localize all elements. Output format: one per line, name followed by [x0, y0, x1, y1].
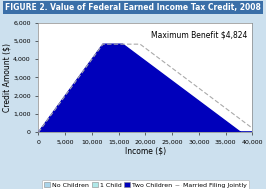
Text: Maximum Benefit $438: Maximum Benefit $438 [89, 110, 178, 119]
Polygon shape [38, 124, 252, 132]
Text: Maximum Benefit $2,917: Maximum Benefit $2,917 [84, 72, 191, 81]
Y-axis label: Credit Amount ($): Credit Amount ($) [3, 43, 12, 112]
Text: FIGURE 2. Value of Federal Earned Income Tax Credit, 2008: FIGURE 2. Value of Federal Earned Income… [5, 3, 261, 12]
Polygon shape [38, 44, 252, 132]
X-axis label: Income ($): Income ($) [125, 146, 166, 155]
Legend: No Children, 1 Child, Two Children, Married Filing Jointly: No Children, 1 Child, Two Children, Marr… [42, 180, 249, 189]
Polygon shape [38, 79, 252, 132]
Text: Maximum Benefit $4,824: Maximum Benefit $4,824 [151, 30, 247, 39]
